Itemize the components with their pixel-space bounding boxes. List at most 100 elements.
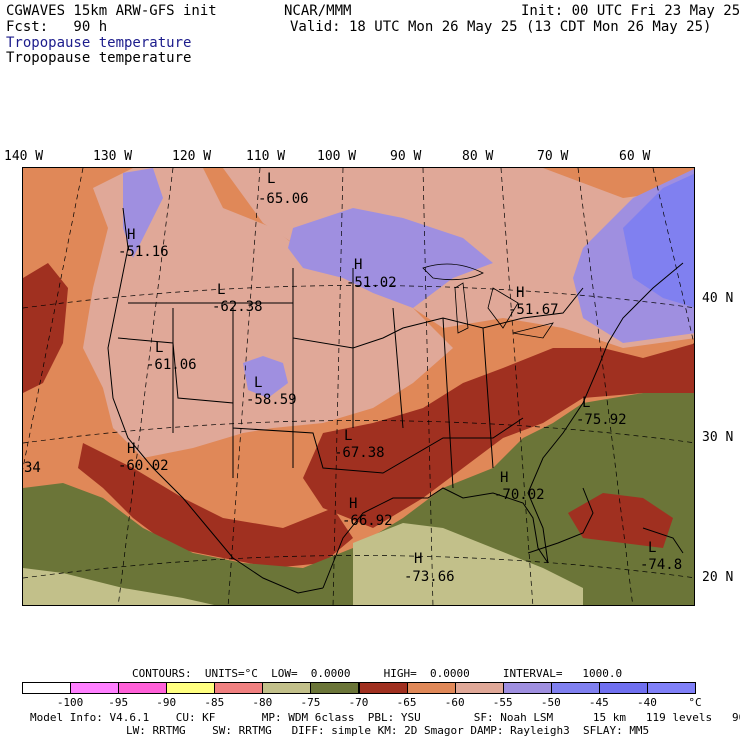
colorbar-label: -55 — [492, 696, 513, 709]
colorbar-label: -90 — [156, 696, 177, 709]
extremum-value: -75.92 — [576, 412, 627, 428]
extremum-type: H — [354, 257, 363, 273]
colorbar-swatch — [406, 682, 456, 694]
fill-lt-minus55-north — [288, 208, 493, 308]
lon-line-90w — [422, 168, 434, 605]
lon-label-130w: 130 W — [93, 149, 133, 164]
lon-line-130w — [23, 168, 84, 470]
fill-minus80-75-gulf — [353, 523, 583, 605]
lat-label-30n: 30 N — [702, 430, 734, 445]
fill-minus75-70-south — [23, 393, 694, 605]
colorbar-swatch — [358, 682, 408, 694]
init-time: Init: 00 UTC Fri 23 May 25 — [521, 3, 740, 19]
lon-label-60w: 60 W — [619, 149, 651, 164]
extremum-value: -62.38 — [212, 299, 263, 315]
colorbar-label: -40 — [636, 696, 657, 709]
extremum-value: -67.38 — [334, 445, 385, 461]
extremum-type: L — [254, 375, 263, 391]
lat-line-20n — [23, 555, 694, 579]
fill-minus70-65-mexico — [78, 443, 353, 568]
lake-huron — [487, 287, 519, 329]
colorbar-label: -85 — [204, 696, 225, 709]
fill-lt-minus55-co — [243, 356, 288, 398]
fill-minus70-65-southeast — [303, 343, 694, 528]
lon-label-100w: 100 W — [317, 149, 357, 164]
extremum-type: H — [127, 441, 136, 457]
colorbar-label: -75 — [300, 696, 321, 709]
colorbar-swatch — [214, 682, 264, 694]
fill-lt-minus50-ne — [623, 173, 694, 308]
colorbar-swatch — [166, 682, 216, 694]
valid-time: Valid: 18 UTC Mon 26 May 25 (13 CDT Mon … — [290, 19, 712, 35]
colorbar-swatch — [310, 682, 360, 694]
colorbar-label: -80 — [252, 696, 273, 709]
graticule — [23, 168, 694, 605]
lon-label-110w: 110 W — [246, 149, 286, 164]
west-coastline — [107, 207, 324, 594]
lon-line-70w — [577, 168, 634, 605]
lon-line-110w — [227, 168, 261, 605]
colorbar-label: -50 — [540, 696, 561, 709]
fill-minus60-55-west — [83, 168, 453, 458]
forecast-hour: Fcst: 90 h — [6, 19, 108, 35]
colorbar-label: -65 — [396, 696, 417, 709]
lat-label-40n: 40 N — [702, 291, 734, 306]
colorbar-swatch — [598, 682, 648, 694]
extremum-type: L — [267, 171, 276, 187]
fill-minus80-75-pacific — [23, 568, 215, 605]
lon-label-120w: 120 W — [172, 149, 212, 164]
colorbar-swatch — [262, 682, 312, 694]
extremum-value: -51.02 — [346, 275, 397, 291]
extremum-value: 34 — [24, 460, 41, 476]
fill-minus70-65-west — [23, 263, 68, 393]
model-info-line-1: Model Info: V4.6.1 CU: KF MP: WDM 6class… — [30, 711, 740, 724]
extremum-value: -60.02 — [118, 458, 169, 474]
colorbar-label: -45 — [588, 696, 609, 709]
lake-superior — [422, 263, 484, 281]
lon-label-140w: 140 W — [4, 149, 44, 164]
fill-minus70-65-atlantic — [568, 493, 673, 548]
colorbar-swatch — [118, 682, 168, 694]
colorbar-swatch — [646, 682, 696, 694]
cuba-outline — [527, 487, 594, 554]
extremum-type: L — [582, 395, 591, 411]
extremum-type: H — [127, 227, 136, 243]
colorbar-label: °C — [688, 696, 702, 709]
extremum-value: -61.06 — [146, 357, 197, 373]
organization: NCAR/MMM — [284, 3, 352, 19]
extremum-type: L — [648, 540, 657, 556]
great-lakes — [422, 263, 554, 339]
coastlines — [107, 207, 684, 594]
colorbar-label: -100 — [56, 696, 84, 709]
extremum-type: H — [349, 496, 358, 512]
state-lines-ns — [172, 268, 494, 489]
lon-line-100w — [332, 168, 344, 605]
lon-label-90w: 90 W — [390, 149, 422, 164]
colorbar-label: -70 — [348, 696, 369, 709]
extremum-value: -74.8 — [640, 557, 683, 573]
tropopause-temperature-map — [23, 168, 694, 605]
gulf-atlantic-coastline — [322, 262, 684, 589]
hispaniola-outline — [642, 527, 684, 554]
extremum-type: H — [500, 470, 509, 486]
extremum-value: -58.59 — [246, 392, 297, 408]
lat-line-30n — [23, 420, 694, 444]
extremum-value: -70.02 — [494, 487, 545, 503]
colorbar-swatch — [502, 682, 552, 694]
extremum-type: H — [516, 285, 525, 301]
field-title: Tropopause temperature — [6, 50, 192, 66]
extremum-type: L — [155, 340, 164, 356]
lake-erie — [512, 322, 554, 339]
extremum-type: L — [217, 282, 226, 298]
extremum-type: L — [344, 428, 353, 444]
extremum-value: -51.16 — [118, 244, 169, 260]
colorbar-swatch — [22, 682, 72, 694]
lon-line-60w — [652, 168, 694, 346]
extremum-value: -66.92 — [342, 513, 393, 529]
extremum-type: H — [414, 551, 423, 567]
extremum-value: -73.66 — [404, 569, 455, 585]
state-lines — [117, 337, 524, 474]
map-panel — [22, 167, 695, 606]
colorbar-label: -95 — [108, 696, 129, 709]
contours-line: CONTOURS: UNITS=°C LOW= 0.0000 HIGH= 0.0… — [132, 667, 623, 680]
